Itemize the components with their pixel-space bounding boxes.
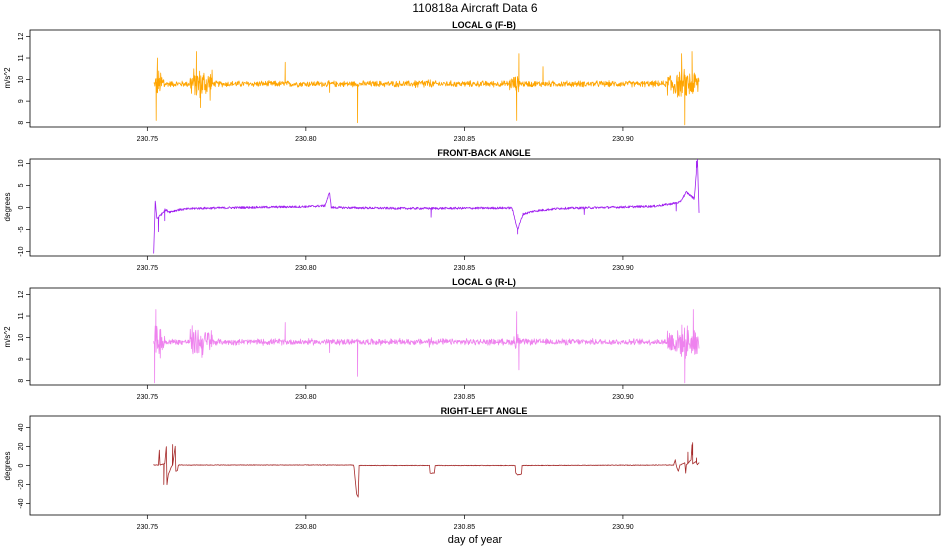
plot-frame bbox=[29, 29, 941, 128]
x-tick-label: 230.80 bbox=[295, 136, 317, 143]
y-tick-label: 10 bbox=[18, 334, 25, 342]
y-tick-label: 12 bbox=[18, 32, 25, 40]
y-axis: -10 -5 0 5 10 bbox=[18, 159, 30, 257]
x-axis: 230.75 230.80 230.85 230.90 bbox=[137, 127, 634, 143]
panel-right-left-angle: RIGHT-LEFT ANGLE degrees 230.75 230.80 230… bbox=[3, 406, 941, 531]
data-trace bbox=[153, 442, 700, 498]
series-line bbox=[153, 442, 700, 498]
x-tick-label: 230.80 bbox=[295, 524, 317, 531]
y-tick-label: 8 bbox=[18, 379, 25, 383]
x-tick-label: 230.90 bbox=[612, 136, 634, 143]
data-trace bbox=[153, 309, 700, 384]
x-tick-label: 230.75 bbox=[137, 136, 159, 143]
x-tick-label: 230.85 bbox=[454, 265, 476, 272]
x-tick-label: 230.75 bbox=[137, 394, 159, 401]
figure-xlabel: day of year bbox=[448, 534, 503, 546]
y-tick-label: -10 bbox=[18, 246, 25, 256]
panel-ylabel: degrees bbox=[3, 452, 12, 481]
panel-local-g-rl: LOCAL G (R-L) m/s^2 230.75 230.80 230.85 23… bbox=[3, 277, 941, 401]
axes bbox=[29, 287, 941, 386]
x-axis: 230.75 230.80 230.85 230.90 bbox=[137, 515, 634, 531]
x-tick-label: 230.90 bbox=[612, 265, 634, 272]
y-tick-label: 0 bbox=[18, 205, 25, 209]
y-tick-label: 12 bbox=[18, 290, 25, 298]
x-tick-label: 230.80 bbox=[295, 265, 317, 272]
series-line bbox=[153, 309, 700, 384]
panel-local-g-fb: LOCAL G (F-B) m/s^2 230.75 230.80 230.85 23… bbox=[3, 20, 941, 143]
panel-ylabel: m/s^2 bbox=[3, 67, 12, 89]
x-tick-label: 230.75 bbox=[137, 265, 159, 272]
panel-title: LOCAL G (F-B) bbox=[452, 20, 516, 30]
y-tick-label: 5 bbox=[18, 183, 25, 187]
y-axis: 8 9 10 11 12 bbox=[18, 32, 30, 125]
figure-title: 110818a Aircraft Data 6 bbox=[412, 1, 538, 15]
y-tick-label: 9 bbox=[18, 99, 25, 103]
y-tick-label: 11 bbox=[18, 312, 25, 319]
y-tick-label: 8 bbox=[18, 121, 25, 125]
y-tick-label: 9 bbox=[18, 357, 25, 361]
series-line bbox=[153, 51, 700, 126]
y-axis: -40 -20 0 20 40 bbox=[18, 423, 30, 509]
y-tick-label: -40 bbox=[18, 498, 25, 508]
x-tick-label: 230.85 bbox=[454, 524, 476, 531]
y-tick-label: -5 bbox=[18, 226, 25, 232]
axes bbox=[29, 29, 941, 128]
panel-title: RIGHT-LEFT ANGLE bbox=[441, 406, 528, 416]
plot-frame bbox=[29, 287, 941, 386]
panel-front-back-angle: FRONT-BACK ANGLE degrees 230.75 230.80 230… bbox=[3, 148, 941, 272]
y-tick-label: 10 bbox=[18, 76, 25, 84]
panel-ylabel: degrees bbox=[3, 193, 12, 222]
y-tick-label: 0 bbox=[18, 463, 25, 467]
panel-ylabel: m/s^2 bbox=[3, 326, 12, 348]
y-axis: 8 9 10 11 12 bbox=[18, 290, 30, 383]
x-tick-label: 230.85 bbox=[454, 394, 476, 401]
y-tick-label: 40 bbox=[18, 423, 25, 431]
x-tick-label: 230.90 bbox=[612, 524, 634, 531]
panel-title: FRONT-BACK ANGLE bbox=[437, 148, 530, 158]
panel-title: LOCAL G (R-L) bbox=[452, 277, 516, 287]
y-tick-label: 10 bbox=[18, 159, 25, 167]
y-tick-label: -20 bbox=[18, 479, 25, 489]
x-tick-label: 230.85 bbox=[454, 136, 476, 143]
x-tick-label: 230.80 bbox=[295, 394, 317, 401]
data-trace bbox=[153, 159, 700, 254]
data-trace bbox=[153, 51, 700, 126]
y-tick-label: 11 bbox=[18, 54, 25, 61]
x-axis: 230.75 230.80 230.85 230.90 bbox=[137, 256, 634, 272]
x-axis: 230.75 230.80 230.85 230.90 bbox=[137, 385, 634, 401]
x-tick-label: 230.90 bbox=[612, 394, 634, 401]
y-tick-label: 20 bbox=[18, 442, 25, 450]
series-line bbox=[153, 159, 700, 254]
x-tick-label: 230.75 bbox=[137, 524, 159, 531]
